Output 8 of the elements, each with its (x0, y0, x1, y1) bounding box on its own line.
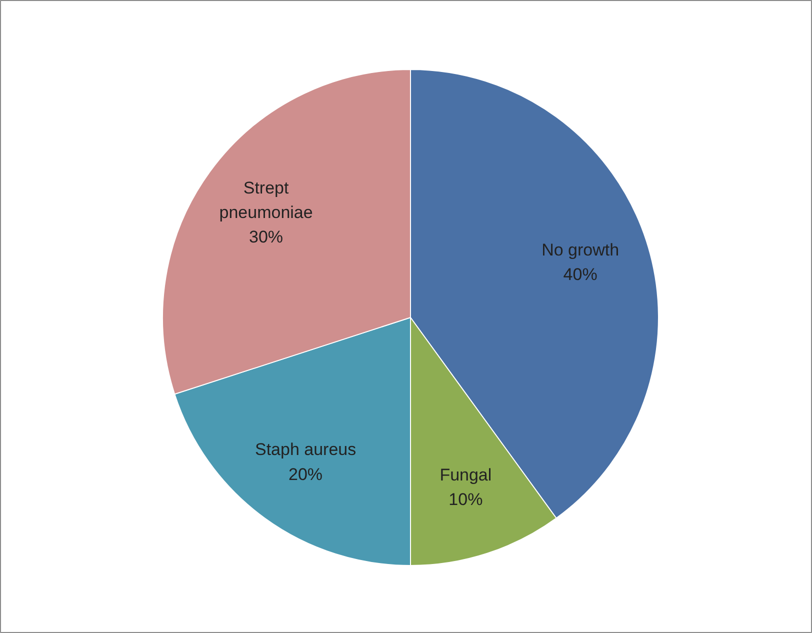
data-label: 30% (249, 228, 284, 247)
data-label: 10% (448, 490, 483, 510)
slice-label: No growth (542, 240, 620, 260)
data-label: 40% (563, 265, 598, 284)
data-label: 20% (288, 464, 323, 484)
slice-label: Strept pneumoniae (219, 178, 313, 222)
slice-label: Staph aureus (254, 440, 356, 460)
slice-label: Fungal (440, 465, 492, 484)
